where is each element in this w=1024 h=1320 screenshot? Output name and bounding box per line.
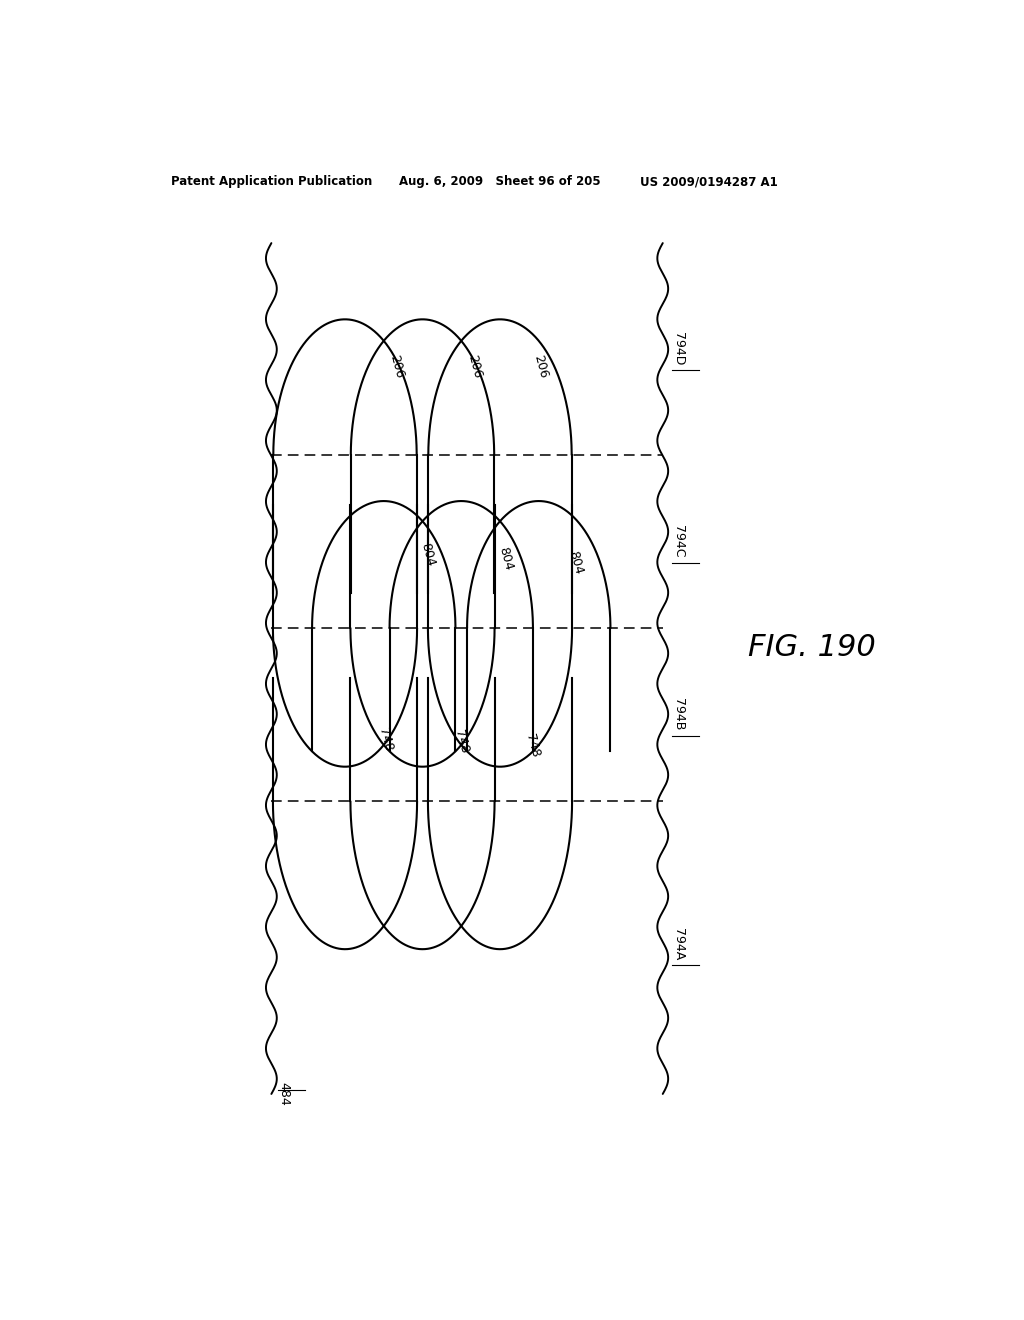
Text: US 2009/0194287 A1: US 2009/0194287 A1 — [640, 176, 777, 189]
Text: 794B: 794B — [672, 698, 685, 730]
Text: Patent Application Publication: Patent Application Publication — [171, 176, 372, 189]
Text: 804: 804 — [566, 549, 585, 576]
Text: 206: 206 — [465, 354, 483, 379]
Text: 804: 804 — [419, 541, 437, 568]
Text: 206: 206 — [531, 354, 550, 379]
Text: 794A: 794A — [672, 928, 685, 960]
Text: 748: 748 — [452, 729, 471, 755]
Text: 748: 748 — [523, 731, 542, 759]
Text: 794C: 794C — [672, 525, 685, 557]
Text: 748: 748 — [376, 726, 394, 752]
Text: 804: 804 — [496, 545, 515, 572]
Text: Aug. 6, 2009   Sheet 96 of 205: Aug. 6, 2009 Sheet 96 of 205 — [399, 176, 601, 189]
Text: 206: 206 — [388, 354, 407, 379]
Text: 794D: 794D — [672, 331, 685, 366]
Text: FIG. 190: FIG. 190 — [748, 632, 876, 661]
Text: 484: 484 — [278, 1082, 291, 1106]
